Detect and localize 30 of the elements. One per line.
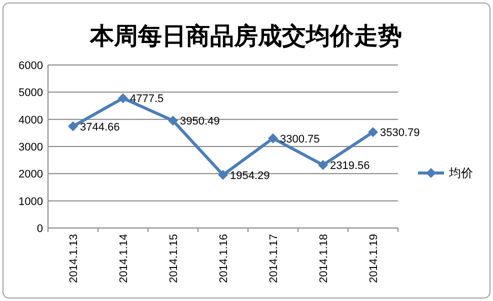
- data-label: 1954.29: [230, 170, 270, 182]
- x-tick-label: 2014.1.14: [118, 234, 130, 283]
- data-label: 3950.49: [180, 116, 220, 128]
- chart-title: 本周每日商品房成交均价走势: [89, 23, 402, 50]
- x-tick-label: 2014.1.16: [218, 234, 230, 283]
- point: [368, 127, 378, 138]
- point: [268, 133, 278, 144]
- x-tick-label: 2014.1.18: [318, 234, 330, 283]
- y-tick-label: 6000: [18, 60, 43, 72]
- y-tick-label: 2000: [18, 168, 43, 181]
- point: [68, 121, 78, 132]
- legend-label: 均价: [448, 166, 473, 180]
- point: [218, 170, 228, 180]
- y-tick-label: 4000: [18, 114, 43, 126]
- point: [168, 116, 178, 126]
- x-tick-label: 2014.1.19: [368, 234, 380, 283]
- data-label: 4777.5: [130, 93, 164, 106]
- y-tick-label: 5000: [18, 87, 43, 100]
- data-label: 2319.56: [330, 160, 370, 172]
- data-label: 3744.66: [80, 121, 120, 134]
- data-label: 3300.75: [280, 133, 320, 146]
- x-tick-label: 2014.1.13: [68, 234, 80, 283]
- y-tick-label: 3000: [18, 142, 43, 154]
- x-tick-label: 2014.1.15: [168, 234, 180, 283]
- x-tick-label: 2014.1.17: [268, 234, 280, 283]
- point: [318, 160, 328, 170]
- point: [118, 93, 128, 104]
- data-label: 3530.79: [380, 127, 420, 140]
- y-tick-label: 0: [36, 223, 43, 235]
- y-tick-label: 1000: [18, 196, 43, 208]
